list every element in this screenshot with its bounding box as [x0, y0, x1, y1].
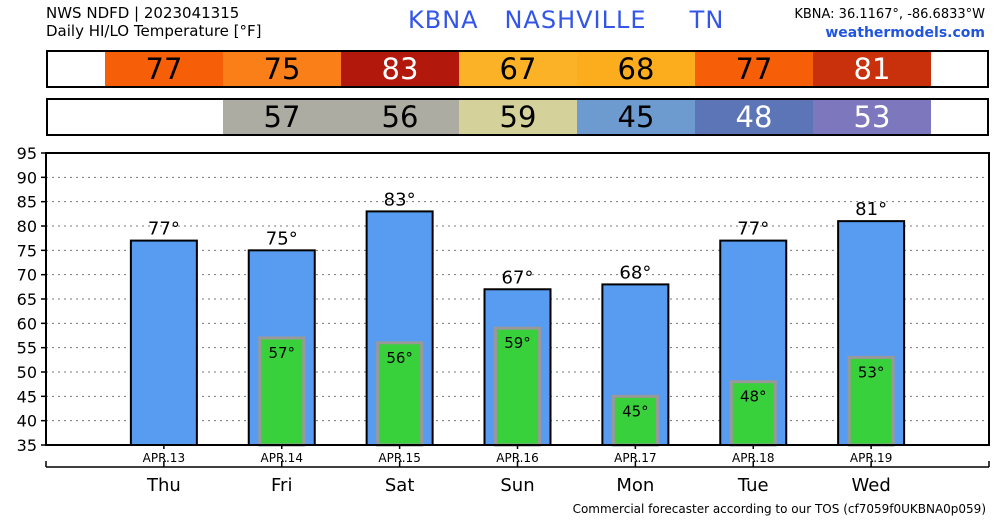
y-tick-label: 80	[17, 217, 37, 236]
y-tick-label: 35	[17, 436, 37, 455]
y-tick-label: 40	[17, 412, 37, 431]
high-temp-cell-thu: 77	[105, 52, 223, 86]
high-temp-cell-sat: 83	[341, 52, 459, 86]
low-temp-cell-tue: 48	[695, 100, 813, 134]
footer-note: Commercial forecaster according to our T…	[572, 502, 986, 516]
low-bar-fri	[258, 336, 306, 447]
y-tick-label: 90	[17, 168, 37, 187]
source-label: NWS NDFD | 2023041315	[46, 4, 240, 22]
day-label-fri: Fri	[271, 475, 292, 496]
low-bar-label-sat: 56°	[386, 349, 413, 367]
high-temp-cell-wed: 81	[813, 52, 931, 86]
low-bar-label-mon: 45°	[622, 402, 649, 420]
low-temp-cell-sat: 56	[341, 100, 459, 134]
low-bar-label-fri: 57°	[268, 344, 295, 362]
day-label-mon: Mon	[616, 475, 654, 496]
low-bar-label-tue: 48°	[740, 388, 767, 406]
high-bar-label-tue: 77°	[737, 219, 769, 240]
date-label-thu: APR.13	[143, 451, 185, 465]
low-temp-cell-sun: 59	[459, 100, 577, 134]
site-link[interactable]: weathermodels.com	[825, 25, 985, 41]
day-label-sat: Sat	[385, 475, 415, 496]
high-bar-label-sun: 67°	[502, 267, 534, 288]
high-bar-label-sat: 83°	[384, 189, 416, 210]
date-label-sun: APR.16	[496, 451, 538, 465]
y-tick-label: 60	[17, 314, 37, 333]
day-label-tue: Tue	[737, 475, 769, 496]
y-tick-label: 85	[17, 193, 37, 212]
y-tick-label: 55	[17, 339, 37, 358]
station-title: KBNA NASHVILLE TN	[408, 6, 725, 34]
high-temp-cell-fri: 75	[223, 52, 341, 86]
y-tick-label: 70	[17, 266, 37, 285]
date-label-fri: APR.14	[261, 451, 303, 465]
date-label-sat: APR.15	[378, 451, 420, 465]
day-label-wed: Wed	[852, 475, 891, 496]
date-label-tue: APR.18	[732, 451, 774, 465]
day-label-sun: Sun	[500, 475, 534, 496]
low-temperature-strip: 57 56 59 45 48 53	[46, 98, 989, 136]
high-temp-cell-sun: 67	[459, 52, 577, 86]
high-temp-cell-mon: 68	[577, 52, 695, 86]
low-bar-label-wed: 53°	[858, 363, 885, 381]
low-temp-cell-fri: 57	[223, 100, 341, 134]
y-tick-label: 45	[17, 387, 37, 406]
low-bar-label-sun: 59°	[504, 334, 531, 352]
high-bar-label-mon: 68°	[619, 262, 651, 283]
chart-header-left: NWS NDFD | 2023041315 Daily HI/LO Temper…	[46, 4, 262, 40]
y-tick-label: 50	[17, 363, 37, 382]
high-bar-label-wed: 81°	[855, 199, 887, 220]
high-bar-label-thu: 77°	[148, 219, 180, 240]
low-temp-cell-thu	[105, 100, 223, 134]
y-tick-label: 75	[17, 241, 37, 260]
date-label-wed: APR.19	[850, 451, 892, 465]
low-temp-cell-wed: 53	[813, 100, 931, 134]
low-bar-wed	[847, 355, 895, 447]
low-bar-sun	[494, 326, 541, 447]
date-label-mon: APR.17	[614, 451, 656, 465]
chart-title: Daily HI/LO Temperature [°F]	[46, 22, 262, 40]
high-bar-thu	[129, 239, 198, 446]
high-temp-cell-tue: 77	[695, 52, 813, 86]
y-tick-label: 95	[17, 144, 37, 163]
chart-header-right: KBNA: 36.1167°, -86.6833°W weathermodels…	[794, 6, 985, 42]
low-temp-cell-mon: 45	[577, 100, 695, 134]
high-bar-label-fri: 75°	[266, 228, 298, 249]
station-coords: KBNA: 36.1167°, -86.6833°W	[794, 7, 985, 22]
high-temperature-strip: 77 75 83 67 68 77 81	[46, 50, 989, 88]
y-tick-label: 65	[17, 290, 37, 309]
day-label-thu: Thu	[146, 475, 181, 496]
